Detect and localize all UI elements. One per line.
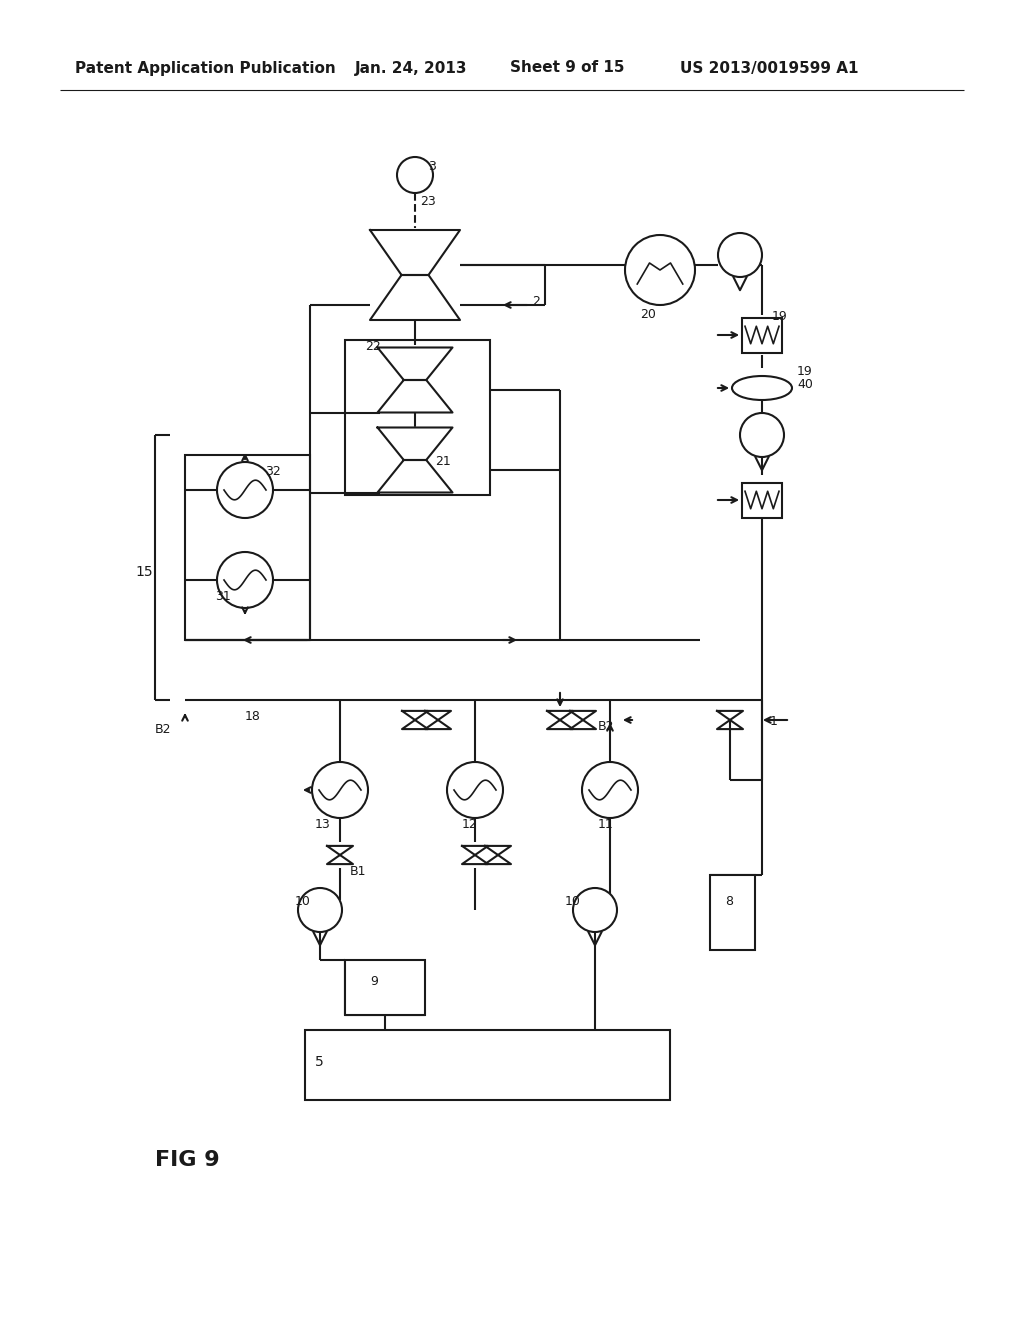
Text: FIG 9: FIG 9	[155, 1150, 219, 1170]
Text: 31: 31	[215, 590, 230, 603]
Polygon shape	[378, 347, 453, 380]
Polygon shape	[370, 275, 460, 319]
Text: 12: 12	[462, 818, 478, 832]
Polygon shape	[327, 846, 353, 865]
Circle shape	[573, 888, 617, 932]
Text: Jan. 24, 2013: Jan. 24, 2013	[355, 61, 468, 75]
Polygon shape	[425, 711, 451, 729]
Polygon shape	[462, 846, 488, 865]
Text: 10: 10	[295, 895, 311, 908]
Bar	[742, 318, 782, 352]
Circle shape	[740, 413, 784, 457]
Text: US 2013/0019599 A1: US 2013/0019599 A1	[680, 61, 858, 75]
Circle shape	[312, 762, 368, 818]
Circle shape	[625, 235, 695, 305]
Text: 19: 19	[797, 366, 813, 378]
Text: 8: 8	[725, 895, 733, 908]
Text: 3: 3	[428, 160, 436, 173]
Text: 11: 11	[598, 818, 613, 832]
Bar	[305, 1030, 670, 1100]
Text: B2: B2	[155, 723, 171, 737]
Polygon shape	[485, 846, 511, 865]
Text: 23: 23	[420, 195, 436, 209]
Text: 19: 19	[772, 310, 787, 323]
Text: 9: 9	[370, 975, 378, 987]
Polygon shape	[378, 428, 453, 459]
Text: B2: B2	[598, 719, 614, 733]
Text: 32: 32	[265, 465, 281, 478]
Bar	[345, 341, 490, 495]
Polygon shape	[378, 459, 453, 492]
Polygon shape	[370, 230, 460, 275]
Text: 13: 13	[315, 818, 331, 832]
Circle shape	[217, 552, 273, 609]
Text: 15: 15	[135, 565, 153, 579]
Text: Patent Application Publication: Patent Application Publication	[75, 61, 336, 75]
Circle shape	[217, 462, 273, 517]
Bar	[345, 960, 425, 1015]
Text: 18: 18	[245, 710, 261, 723]
Text: 22: 22	[365, 341, 381, 352]
Text: 20: 20	[640, 308, 656, 321]
Text: 10: 10	[565, 895, 581, 908]
Text: 5: 5	[315, 1055, 324, 1069]
Polygon shape	[378, 380, 453, 412]
Ellipse shape	[732, 376, 792, 400]
Circle shape	[582, 762, 638, 818]
Polygon shape	[717, 711, 743, 729]
Text: 1: 1	[770, 715, 778, 729]
Polygon shape	[402, 711, 428, 729]
Bar	[185, 455, 310, 640]
Polygon shape	[547, 711, 573, 729]
Circle shape	[298, 888, 342, 932]
Polygon shape	[570, 711, 596, 729]
Text: 40: 40	[797, 378, 813, 391]
Text: Sheet 9 of 15: Sheet 9 of 15	[510, 61, 625, 75]
Text: 21: 21	[435, 455, 451, 469]
Text: B1: B1	[350, 865, 367, 878]
Bar	[742, 483, 782, 517]
Text: 2: 2	[532, 294, 540, 308]
Bar	[710, 875, 755, 950]
Circle shape	[447, 762, 503, 818]
Circle shape	[718, 234, 762, 277]
Circle shape	[397, 157, 433, 193]
